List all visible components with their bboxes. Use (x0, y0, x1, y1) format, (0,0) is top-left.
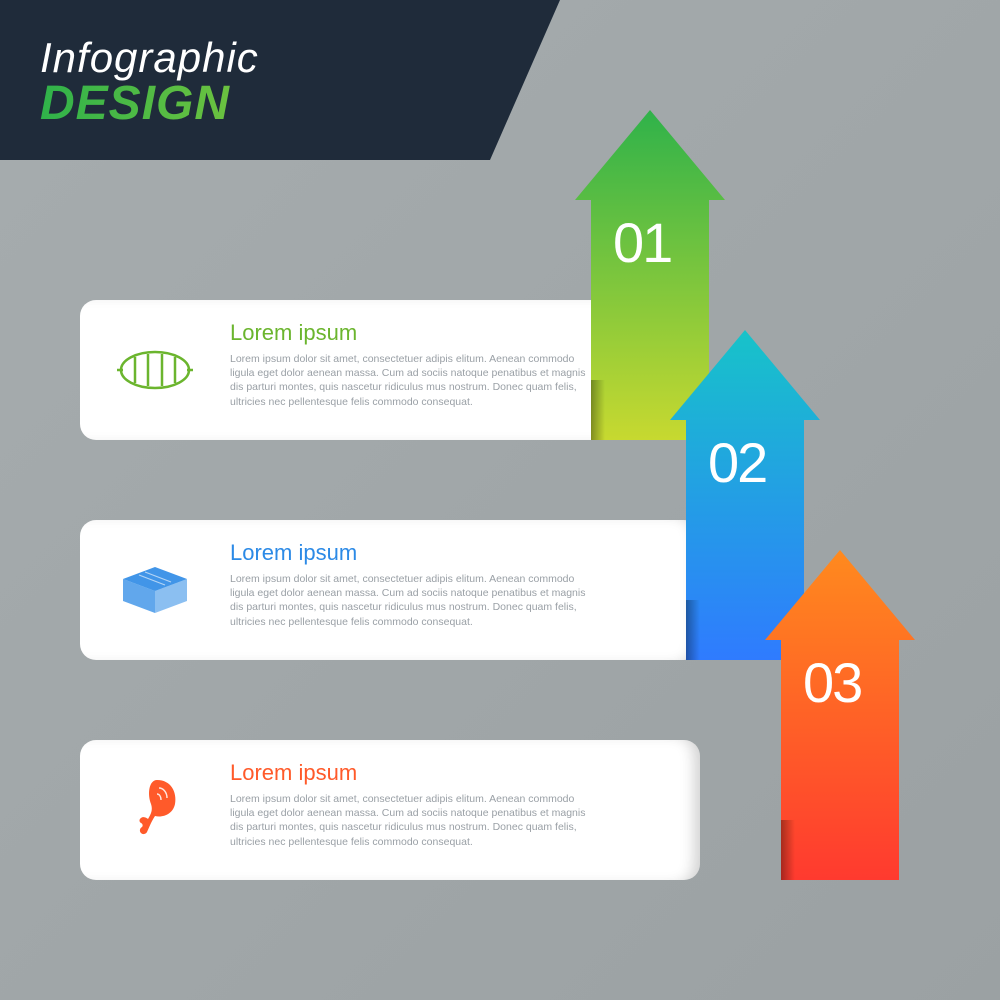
step-body: Lorem ipsum dolor sit amet, consectetuer… (230, 352, 590, 409)
step-title: Lorem ipsum (230, 540, 670, 566)
header-title-line1: Infographic (40, 34, 520, 82)
box-icon (110, 555, 200, 625)
step-card: Lorem ipsum Lorem ipsum dolor sit amet, c… (80, 520, 700, 660)
step-title: Lorem ipsum (230, 760, 670, 786)
step-card: Lorem ipsum Lorem ipsum dolor sit amet, c… (80, 740, 700, 880)
step-number: 02 (708, 430, 766, 495)
drumstick-icon (110, 775, 200, 845)
step-number: 03 (803, 650, 861, 715)
header: Infographic DESIGN (0, 0, 560, 160)
step-number: 01 (613, 210, 671, 275)
step-body: Lorem ipsum dolor sit amet, consectetuer… (230, 792, 590, 849)
step-arrow (765, 550, 915, 880)
step-body: Lorem ipsum dolor sit amet, consectetuer… (230, 572, 590, 629)
header-title-line2: DESIGN (40, 76, 520, 131)
grill-icon (110, 335, 200, 405)
